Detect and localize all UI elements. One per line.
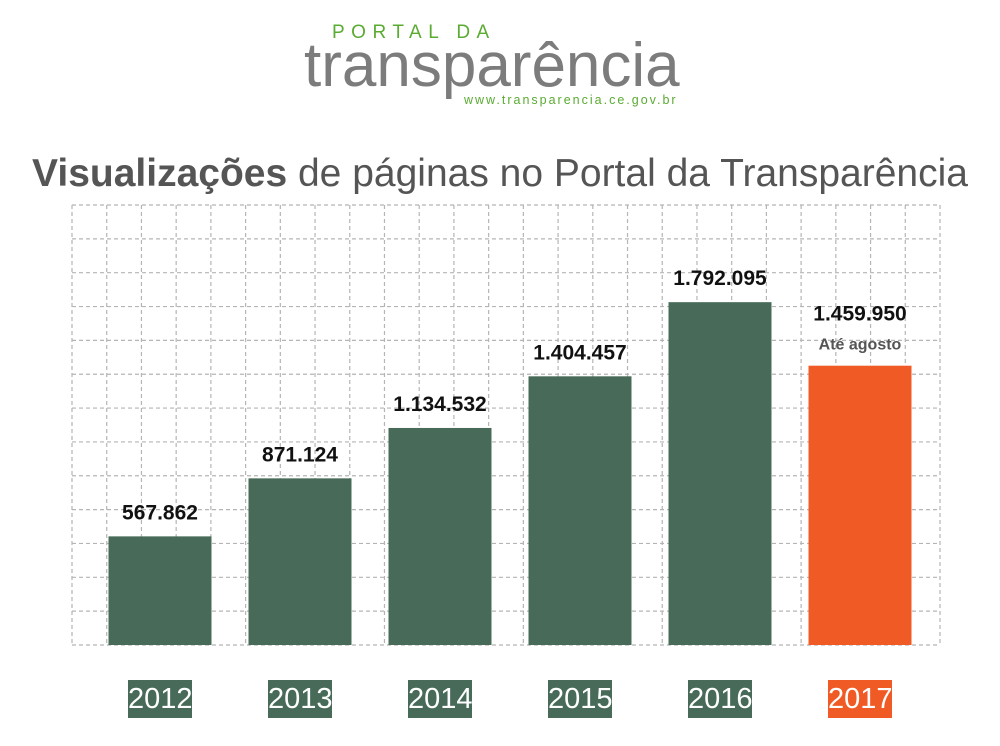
value-label-2017: 1.459.950 <box>813 303 906 326</box>
grid <box>71 204 941 646</box>
bar-2016 <box>668 302 772 645</box>
bar-2017 <box>808 365 912 645</box>
chart-title-rest: de páginas no Portal da Transparência <box>287 152 968 195</box>
year-label-2016: 2016 <box>688 680 753 718</box>
chart-title: Visualizações de páginas no Portal da Tr… <box>0 152 1000 196</box>
year-label-2017: 2017 <box>828 680 893 718</box>
year-label-2013: 2013 <box>268 680 333 718</box>
logo-portal-da: PORTAL DA <box>332 22 496 43</box>
logo-transparencia: transparência <box>304 31 680 100</box>
chart-title-bold: Visualizações <box>32 152 288 195</box>
bar-2015 <box>528 376 632 645</box>
annotation-2017: Até agosto <box>819 337 902 354</box>
year-label-2012: 2012 <box>128 680 193 718</box>
bar-2014 <box>388 427 492 645</box>
value-label-2016: 1.792.095 <box>673 267 767 290</box>
portal-logo: PORTAL DA transparência www.transparenci… <box>300 16 700 116</box>
logo-url: www.transparencia.ce.gov.br <box>464 93 678 107</box>
bar-2012 <box>108 536 212 645</box>
year-label-2014: 2014 <box>408 680 473 718</box>
value-label-2014: 1.134.532 <box>393 393 486 416</box>
bar-2013 <box>248 478 352 645</box>
value-label-2012: 567.862 <box>122 501 198 524</box>
value-label-2015: 1.404.457 <box>533 341 626 364</box>
value-label-2013: 871.124 <box>262 443 338 466</box>
year-label-2015: 2015 <box>548 680 613 718</box>
